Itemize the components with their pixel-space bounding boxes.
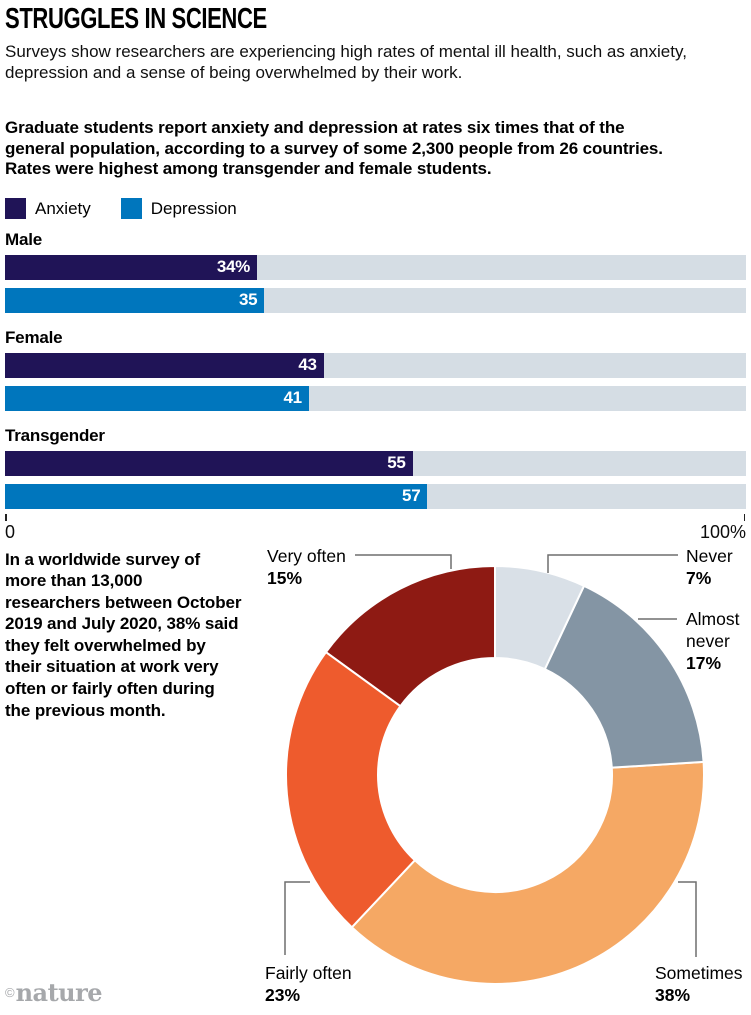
bar-group-female: Female 43 41 [5,328,746,411]
legend-label-anxiety: Anxiety [35,198,91,218]
bar-group-transgender: Transgender 55 57 [5,426,746,509]
donut-slice-never [494,564,586,670]
leader-sometimes [678,880,697,957]
axis-label-max: 100% [699,521,746,542]
slice-pct: 7% [686,567,712,588]
slice-name: Very often [267,545,346,566]
leader-fairly-often [284,880,310,955]
slice-name: Almost never [686,608,740,651]
group-label-transgender: Transgender [5,425,105,445]
slice-pct: 23% [265,984,301,1005]
bar-track: 57 [5,483,746,509]
leader-never [547,553,678,573]
bar-male-depression: 35 [5,287,265,313]
bar-female-depression: 41 [5,385,309,411]
donut-label-almost-never: Almost never 17% [686,608,751,674]
donut-slice-almost-never [543,584,705,769]
page-title: STRUGGLES IN SCIENCE [5,3,267,35]
copyright-icon: © [5,984,15,1000]
x-axis: 0 100% [5,512,746,542]
slice-pct: 38% [655,984,691,1005]
donut-label-very-often: Very often 15% [267,545,346,589]
legend: Anxiety Depression [5,198,746,220]
bar-track: 43 [5,352,746,378]
group-label-male: Male [5,229,42,249]
donut-slice-sometimes [350,760,705,985]
axis-tick-max [743,513,745,521]
bar-value: 43 [298,355,317,374]
slice-pct: 17% [686,652,722,673]
donut-label-sometimes: Sometimes 38% [655,962,743,1006]
donut-slice-fairly-often [285,650,417,929]
bar-transgender-depression: 57 [5,483,428,509]
legend-label-depression: Depression [150,198,237,218]
leader-very-often [355,553,452,569]
nature-logo: nature [15,977,103,1007]
donut-chart [284,553,705,985]
slice-pct: 15% [267,567,303,588]
group-label-female: Female [5,327,63,347]
bar-value: 34% [216,257,250,276]
nature-credit: © nature [5,977,103,1007]
legend-item-anxiety: Anxiety [5,198,91,219]
axis-tick-min [5,513,7,521]
slice-name: Fairly often [265,962,352,983]
anxiety-swatch [5,198,26,219]
donut-section: In a worldwide survey of more than 13,00… [0,542,751,1012]
donut-label-never: Never 7% [686,545,733,589]
donut-label-fairly-often: Fairly often 23% [265,962,352,1006]
bar-track: 35 [5,287,746,313]
legend-item-depression: Depression [120,198,237,219]
depression-swatch [120,198,142,219]
bar-male-anxiety: 34% [5,254,257,280]
bar-chart-intro: Graduate students report anxiety and dep… [5,118,663,178]
donut-side-text: In a worldwide survey of more than 13,00… [5,549,242,720]
bar-chart: Male 34% 35 Female 43 41 [5,230,746,542]
bar-track: 34% [5,254,746,280]
bar-female-anxiety: 43 [5,352,324,378]
subtitle: Surveys show researchers are experiencin… [5,42,687,82]
bar-value: 57 [402,486,421,505]
bar-track: 41 [5,385,746,411]
bar-track: 55 [5,450,746,476]
infographic: STRUGGLES IN SCIENCE Surveys show resear… [5,3,746,542]
bar-value: 35 [239,290,258,309]
bar-value: 41 [283,388,302,407]
slice-name: Sometimes [655,962,743,983]
axis-label-min: 0 [5,521,16,542]
bar-group-male: Male 34% 35 [5,230,746,313]
slice-name: Never [686,545,733,566]
bar-value: 55 [387,453,406,472]
bar-transgender-anxiety: 55 [5,450,413,476]
